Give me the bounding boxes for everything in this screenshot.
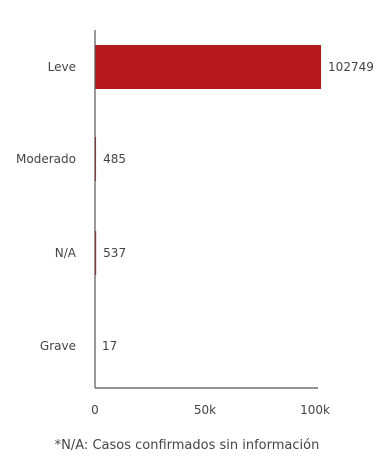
bar-leve bbox=[95, 45, 322, 89]
labels-layer: Leve 102749 Moderado 485 N/A 537 Grave 17 0 50k 10… bbox=[16, 60, 374, 417]
value-label-leve: 102749 bbox=[328, 60, 374, 74]
bars-layer bbox=[95, 45, 322, 368]
value-label-n-a: 537 bbox=[103, 246, 126, 260]
category-label-leve: Leve bbox=[48, 60, 76, 74]
category-label-moderado: Moderado bbox=[16, 152, 76, 166]
category-label-n-a: N/A bbox=[55, 246, 77, 260]
x-tick-label-1: 50k bbox=[194, 403, 216, 417]
footnote: *N/A: Casos confirmados sin información bbox=[54, 438, 320, 453]
value-label-grave: 17 bbox=[102, 339, 117, 353]
x-tick-label-2: 100k bbox=[300, 403, 330, 417]
value-label-moderado: 485 bbox=[103, 152, 126, 166]
category-label-grave: Grave bbox=[40, 339, 76, 353]
bar-chart: Leve 102749 Moderado 485 N/A 537 Grave 17 0 50k 10… bbox=[16, 30, 374, 417]
x-tick-label-0: 0 bbox=[91, 403, 99, 417]
